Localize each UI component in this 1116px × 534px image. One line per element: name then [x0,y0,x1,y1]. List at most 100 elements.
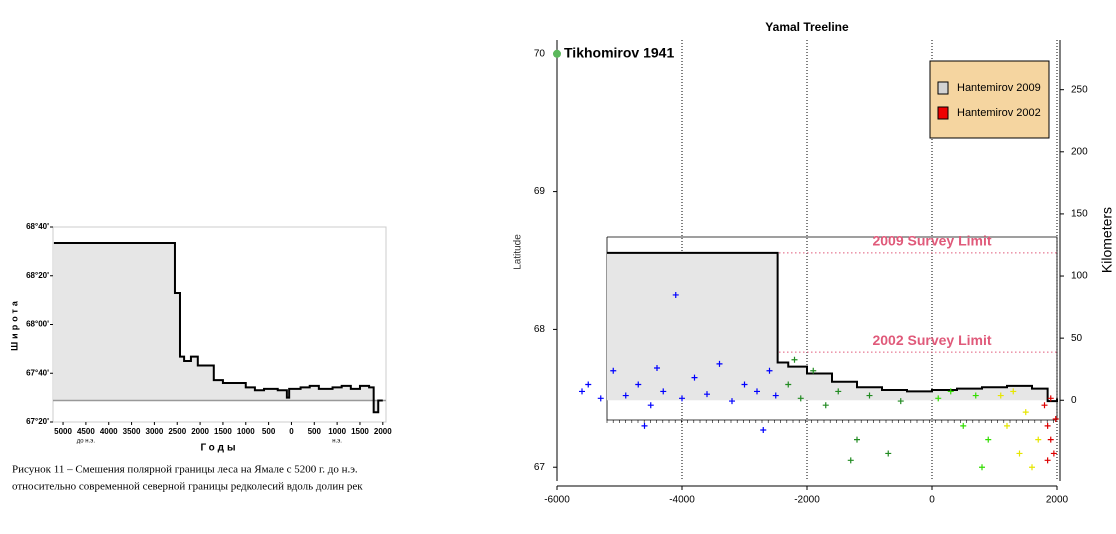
step-line [607,251,1058,403]
y-tick-label: 67 [534,462,546,473]
point [1035,436,1042,443]
area [53,243,383,413]
point [760,427,767,434]
point [1044,422,1051,429]
x-tick-label: 2500 [168,427,186,436]
point [741,381,748,388]
x-tick-label: 0 [289,427,294,436]
legend-swatch [937,81,949,95]
y-tick-label: 68°40' [26,222,49,231]
y2-axis-title: Kilometers [1099,207,1115,273]
point [672,291,679,298]
survey-limit-label: 2002 Survey Limit [872,332,991,348]
x-axis-title: Годы [200,443,238,454]
point [1016,450,1023,457]
era-label: н.э. [332,439,342,445]
point [810,367,817,374]
x-tick-label: 2000 [374,427,392,436]
x-tick-label: 4500 [77,427,95,436]
x-tick-label: -6000 [544,495,570,506]
point [597,395,604,402]
y-tick-label: 67°20' [26,417,49,426]
legend-swatch [937,106,949,120]
point [960,422,967,429]
x-tick-label: 500 [308,427,322,436]
point [772,392,779,399]
point [660,388,667,395]
x-tick-label: 1500 [351,427,369,436]
point [704,391,710,398]
point [579,388,585,395]
legend-label: Hantemirov 2002 [957,107,1041,119]
caption: Рисунок 11 – Смешения полярной границы л… [12,464,358,476]
y-tick-label: 68 [534,324,546,335]
y2-tick-label: 250 [1071,84,1088,95]
x-tick-label: 3500 [123,427,141,436]
y2-tick-label: 150 [1071,209,1088,220]
x-tick-label: 2000 [191,427,209,436]
point [635,381,642,388]
point [654,364,660,371]
point [822,402,829,409]
y2-tick-label: 50 [1071,333,1083,344]
x-tick-label: 3000 [146,427,164,436]
point [947,388,954,395]
point [647,402,654,409]
y-axis-title: Широта [9,298,19,351]
caption: относительно современной северной границ… [12,481,363,493]
x-tick-label: 500 [262,427,276,436]
point [1047,395,1054,402]
x-tick-label: 2000 [1046,495,1069,506]
point [679,395,685,402]
x-tick-label: -4000 [669,495,695,506]
point [766,367,773,374]
point [1029,464,1035,471]
point [997,392,1004,399]
x-tick-label: -2000 [794,495,820,506]
x-tick-label: 5000 [54,427,72,436]
point [610,367,617,374]
x-tick-label: 0 [929,495,935,506]
y2-tick-label: 0 [1071,395,1077,406]
point [985,436,992,443]
legend-label: Hantemirov 2009 [957,82,1041,94]
point [1050,450,1057,457]
x-tick-label: 1000 [328,427,346,436]
point [885,450,892,457]
point [972,392,979,399]
point [691,374,698,381]
point [1044,457,1051,464]
y-tick-label: 68°20' [26,271,49,280]
y-tick-label: 68°00' [26,320,49,329]
point [641,422,648,429]
point [866,392,873,399]
point [1041,402,1048,409]
y2-tick-label: 100 [1071,271,1088,282]
point [729,398,735,405]
point [585,381,592,388]
era-label: до н.э. [77,439,96,445]
annotation-point [553,49,561,58]
survey-limit-label: 2009 Survey Limit [872,233,991,249]
point [1047,436,1054,443]
point [716,360,723,367]
y-tick-label: 67°40' [26,368,49,377]
x-tick-label: 1500 [214,427,232,436]
legend [929,60,1050,139]
y-tick-label: 70 [534,48,546,59]
annotation-label: Tikhomirov 1941 [564,44,674,60]
point [835,388,842,395]
y2-tick-label: 200 [1071,146,1088,157]
point [935,395,942,402]
point [622,392,629,399]
step-line [53,242,383,414]
x-tick-label: 4000 [100,427,118,436]
y-tick-label: 69 [534,186,546,197]
point [847,457,854,464]
point [754,388,760,395]
chart-title: Yamal Treeline [765,20,849,34]
point [854,436,860,443]
point [979,464,985,471]
point [791,356,798,363]
